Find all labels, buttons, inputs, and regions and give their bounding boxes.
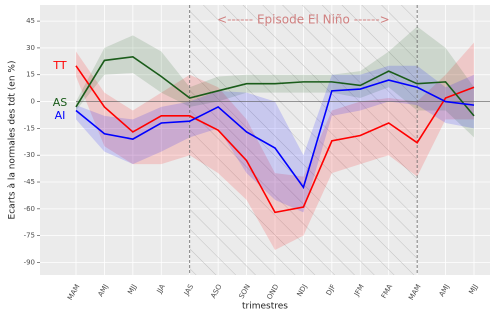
- confidence-band: [76, 26, 474, 138]
- series-label: TT: [52, 59, 67, 72]
- x-tick-label: DJF: [325, 283, 338, 297]
- series-label: AI: [55, 109, 66, 122]
- x-tick-label: FMA: [380, 283, 394, 300]
- x-tick-label: JJA: [155, 283, 167, 296]
- x-tick-label: ASO: [209, 283, 224, 300]
- y-tick-label: -90: [24, 258, 35, 266]
- x-tick-label: AMJ: [438, 283, 451, 298]
- x-tick-label: AMJ: [97, 283, 110, 298]
- x-tick-label: SON: [238, 283, 253, 300]
- x-tick-label: OND: [265, 283, 280, 301]
- y-tick-label: 15: [26, 71, 35, 79]
- series-line: [75, 56, 475, 117]
- x-tick-label: JAS: [182, 283, 195, 298]
- y-tick-label: 0: [31, 98, 35, 106]
- x-tick-label: NDJ: [296, 283, 309, 298]
- x-tick-label: MJJ: [467, 283, 479, 296]
- series-label: AS: [53, 96, 68, 109]
- confidence-band: [76, 65, 474, 213]
- y-tick-label: -60: [24, 205, 35, 213]
- series-line: [75, 79, 475, 190]
- x-tick-label: JFM: [352, 283, 365, 298]
- confidence-band: [76, 42, 474, 250]
- x-tick-label: MAM: [66, 283, 81, 302]
- y-tick-label: -75: [24, 232, 35, 240]
- annotation: <------ Episode El Niño ------>: [217, 13, 390, 27]
- y-tick-label: 30: [26, 44, 35, 52]
- y-tick-label: -15: [24, 124, 35, 132]
- y-tick-label: -30: [24, 151, 35, 159]
- x-axis-title: trimestres: [242, 302, 288, 312]
- x-tick-label: MJJ: [126, 283, 138, 296]
- y-axis-title: Ecarts à la normales des tdt (en %): [8, 61, 18, 220]
- y-tick-label: 45: [26, 17, 35, 25]
- x-tick-label: MAM: [407, 283, 422, 302]
- y-tick-label: -45: [24, 178, 35, 186]
- series-line: [75, 65, 475, 214]
